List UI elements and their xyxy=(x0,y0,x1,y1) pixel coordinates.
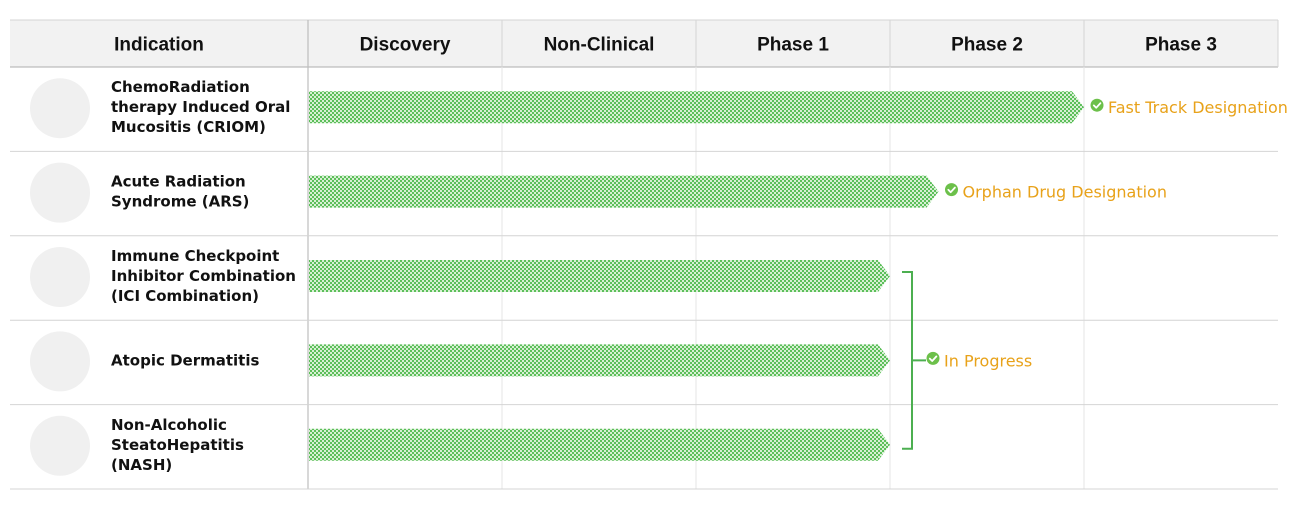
annotation-label: Orphan Drug Designation xyxy=(963,183,1167,202)
check-icon xyxy=(1090,98,1104,112)
indication-header: Indication xyxy=(114,35,204,56)
indication-label: SteatoHepatitis xyxy=(111,436,244,454)
progress-bar xyxy=(309,175,939,208)
indication-label: (NASH) xyxy=(111,456,172,474)
indication-icon-placeholder xyxy=(30,162,90,223)
check-mark xyxy=(1092,102,1102,109)
progress-bar xyxy=(309,344,890,377)
indication-label: Atopic Dermatitis xyxy=(111,351,259,369)
annotation-label: Fast Track Designation xyxy=(1108,98,1288,117)
progress-bar xyxy=(309,91,1084,124)
indication-label: Immune Checkpoint xyxy=(111,247,279,265)
stage-header: Phase 2 xyxy=(951,35,1023,56)
indication-icon-placeholder xyxy=(30,331,90,392)
progress-bar xyxy=(309,260,890,292)
indication-label: therapy Induced Oral xyxy=(111,98,290,116)
indication-label: Inhibitor Combination xyxy=(111,267,296,285)
indication-label: ChemoRadiation xyxy=(111,78,250,96)
indication-label: Non-Alcoholic xyxy=(111,416,227,434)
check-mark xyxy=(928,355,938,362)
check-icon xyxy=(926,351,940,365)
indication-icon-placeholder xyxy=(30,415,90,476)
stage-header: Phase 3 xyxy=(1145,35,1217,56)
check-mark xyxy=(947,186,956,194)
indication-label: Acute Radiation xyxy=(111,173,246,191)
check-icon xyxy=(945,183,958,197)
header-background xyxy=(10,20,1278,67)
indication-label: Syndrome (ARS) xyxy=(111,193,249,211)
progress-bar xyxy=(309,428,890,461)
stage-header: Phase 1 xyxy=(757,35,829,56)
stage-header: Discovery xyxy=(360,35,451,56)
indication-label: Mucositis (CRIOM) xyxy=(111,118,266,136)
group-bracket xyxy=(902,271,926,450)
annotation-label: In Progress xyxy=(944,351,1032,370)
stage-header: Non-Clinical xyxy=(544,35,655,56)
indication-label: (ICI Combination) xyxy=(111,287,259,305)
indication-icon-placeholder xyxy=(30,78,90,139)
indication-icon-placeholder xyxy=(30,247,90,307)
